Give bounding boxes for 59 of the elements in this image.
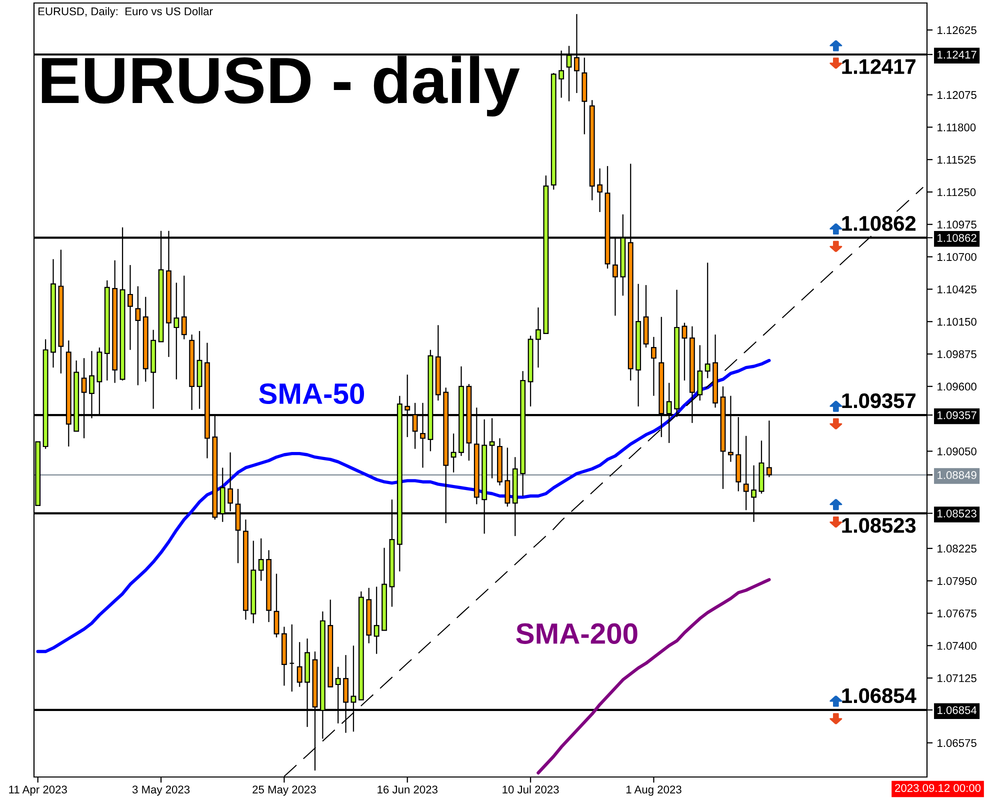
y-tick-label: 1.09875 (938, 350, 976, 358)
candlestick (450, 432, 456, 473)
series-label: SMA-50 (259, 383, 364, 404)
y-tick-label: 1.06854 (938, 706, 977, 714)
y-tick-label: 1.09050 (938, 447, 976, 456)
candlestick (135, 286, 141, 386)
candlestick (682, 322, 688, 382)
y-tick-label: 1.07400 (938, 642, 976, 650)
x-tick-label: 25 May 2023 (252, 786, 316, 796)
line-series (36, 358, 771, 654)
candlestick (743, 435, 749, 511)
text: EURUSD - daily (42, 56, 520, 117)
chart-subtitle: EURUSD, Daily: Euro vs US Dollar (38, 7, 213, 18)
x-tick-label: 1 Aug 2023 (626, 786, 682, 796)
y-tick-label: 1.10425 (938, 285, 976, 294)
candlestick (536, 306, 541, 368)
y-tick-label: 1.11800 (938, 123, 976, 132)
ref-line-label: 1.06854 (842, 688, 916, 704)
candlestick (258, 538, 264, 582)
x-tick-label: 10 Jul 2023 (502, 785, 559, 794)
y-tick-label: 1.06575 (938, 739, 976, 747)
candlestick (128, 264, 133, 350)
x-tick-label: 11 Apr 2023 (9, 786, 67, 796)
y-tick-label: 1.10150 (938, 318, 976, 326)
candlestick (697, 344, 703, 402)
series-label: SMA-200 (516, 623, 638, 644)
ref-line-label: 1.08523 (842, 518, 916, 533)
ref-line-label: 1.12417 (842, 59, 916, 74)
y-tick-label: 1.08849 (938, 471, 976, 480)
candlestick (504, 447, 510, 508)
candlestick (489, 418, 495, 479)
candlestick (296, 642, 302, 688)
candlestick (374, 586, 380, 654)
y-tick-label: 1.07675 (938, 609, 976, 618)
candlestick (597, 168, 603, 213)
text: 2023.09.12 00:00 (895, 784, 981, 792)
candlestick (174, 282, 180, 380)
candlestick (704, 262, 710, 379)
y-tick-label: 1.08523 (938, 510, 976, 518)
candlestick (766, 420, 772, 478)
y-tick-label: 1.07125 (938, 674, 976, 682)
candlestick (274, 573, 280, 638)
y-tick-label: 1.08225 (938, 544, 976, 553)
y-tick-label: 1.11525 (938, 156, 976, 164)
x-tick-label: 16 Jun 2023 (378, 786, 438, 794)
candlestick (181, 275, 187, 340)
y-tick-label: 1.12417 (938, 50, 976, 59)
y-tick-label: 1.12625 (938, 26, 976, 34)
y-tick-label: 1.09357 (938, 411, 976, 420)
ref-line-label: 1.09357 (842, 393, 916, 408)
x-tick-label: 3 May 2023 (132, 786, 190, 796)
y-tick-label: 1.07950 (938, 577, 976, 585)
y-tick-label: 1.10700 (938, 253, 976, 261)
y-tick-label: 1.10975 (938, 220, 976, 229)
y-tick-label: 1.09600 (938, 382, 976, 391)
y-tick-label: 1.12075 (938, 91, 976, 99)
y-tick-label: 1.11250 (938, 188, 976, 196)
y-tick-label: 1.10862 (938, 234, 976, 242)
candlestick (651, 336, 656, 396)
